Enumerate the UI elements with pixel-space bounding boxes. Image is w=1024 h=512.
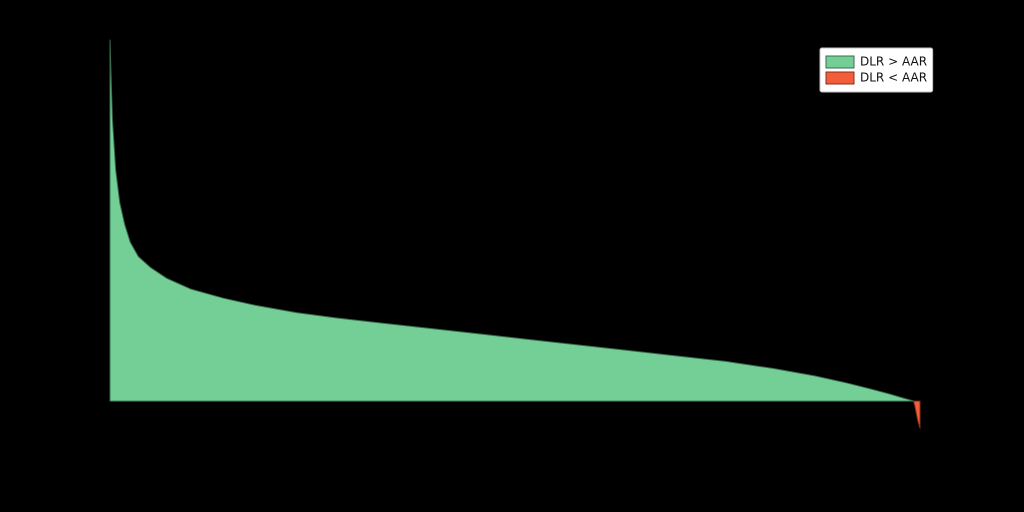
- chart-container: DLR > AAR DLR < AAR: [0, 0, 1024, 512]
- legend: DLR > AAR DLR < AAR: [820, 48, 933, 92]
- legend-swatch-dlr_lt_aar: [826, 72, 854, 84]
- chart-svg: DLR > AAR DLR < AAR: [0, 0, 1024, 512]
- legend-label-dlr_gt_aar: DLR > AAR: [860, 55, 927, 69]
- legend-label-dlr_lt_aar: DLR < AAR: [860, 71, 927, 85]
- legend-swatch-dlr_gt_aar: [826, 56, 854, 68]
